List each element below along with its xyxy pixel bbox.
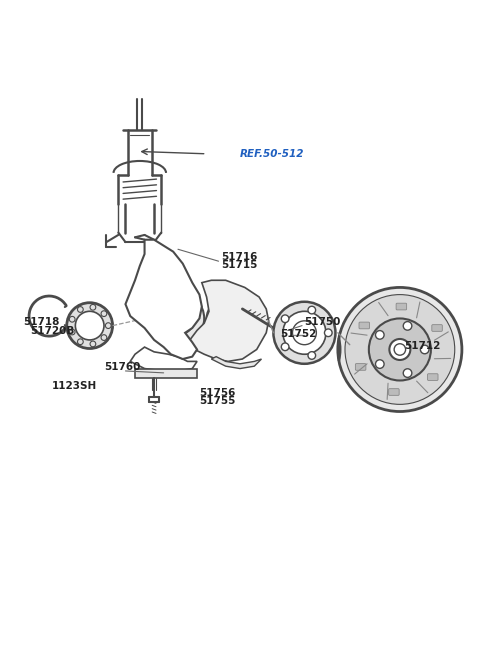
Circle shape [67,302,113,348]
Text: 51715: 51715 [221,260,257,270]
Text: 51720B: 51720B [30,326,74,337]
Circle shape [206,293,262,348]
FancyBboxPatch shape [389,388,399,396]
Circle shape [152,292,204,344]
Circle shape [403,321,412,330]
Circle shape [281,343,289,350]
Circle shape [375,331,384,339]
FancyBboxPatch shape [355,363,366,370]
Circle shape [338,287,462,411]
Circle shape [403,369,412,377]
Circle shape [75,312,104,340]
Circle shape [369,318,431,380]
Circle shape [420,345,429,354]
Text: 51712: 51712 [405,341,441,351]
Circle shape [274,302,336,364]
Polygon shape [190,280,269,361]
Circle shape [308,306,316,314]
Polygon shape [130,347,197,371]
Circle shape [324,329,332,337]
Polygon shape [135,369,197,378]
FancyBboxPatch shape [396,303,407,310]
Text: 51756: 51756 [199,388,236,398]
Text: 51718: 51718 [23,318,59,327]
FancyBboxPatch shape [428,374,438,380]
Circle shape [283,312,326,354]
Text: REF.50-512: REF.50-512 [240,149,304,159]
Text: 51752: 51752 [281,329,317,339]
Circle shape [389,339,410,360]
Text: 51755: 51755 [199,396,236,405]
FancyBboxPatch shape [359,322,370,329]
Polygon shape [211,357,262,369]
FancyBboxPatch shape [432,325,442,331]
Text: 51716: 51716 [221,253,257,262]
Text: 51750: 51750 [304,318,341,327]
Text: 51760: 51760 [104,362,140,372]
Text: 1123SH: 1123SH [51,381,97,391]
Circle shape [345,295,455,404]
Circle shape [308,352,316,359]
Circle shape [375,359,384,369]
Circle shape [281,315,289,323]
Polygon shape [125,239,202,359]
